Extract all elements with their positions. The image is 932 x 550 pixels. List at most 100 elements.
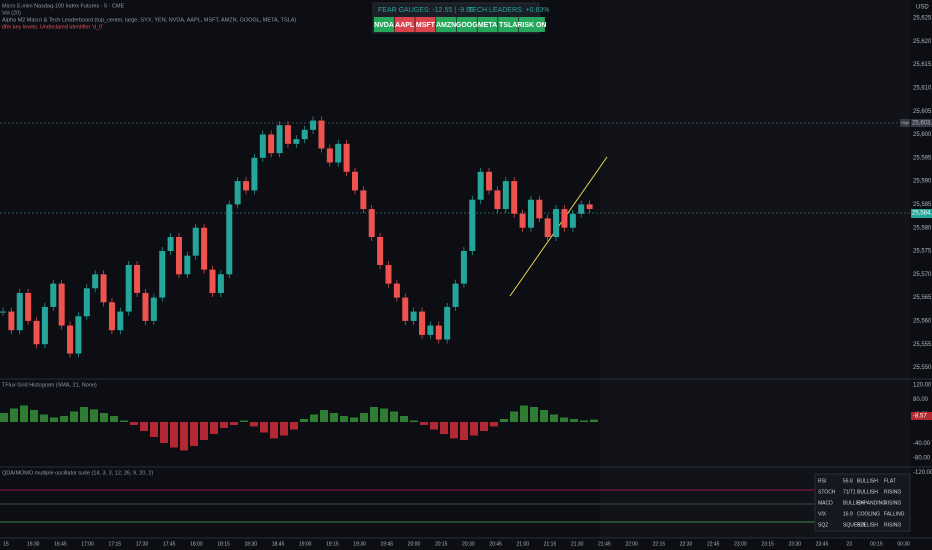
- high-tag-label: High: [901, 120, 909, 125]
- candle-body: [460, 251, 467, 284]
- histogram-bar: [500, 419, 508, 422]
- pane2-axis-label: -120.00: [913, 470, 932, 476]
- candle-body: [100, 274, 107, 303]
- time-label: 15: [3, 541, 9, 547]
- candle-body: [92, 274, 99, 289]
- candle-body: [586, 204, 593, 210]
- ticker-label: TSLA: [499, 22, 517, 29]
- ticker-chip: [498, 17, 519, 32]
- candle-body: [419, 311, 426, 335]
- time-label: 18:30: [245, 541, 258, 547]
- time-label: 19:15: [326, 541, 339, 547]
- time-label: 23:15: [761, 541, 774, 547]
- candle-body: [393, 283, 400, 298]
- histogram-bar: [580, 420, 588, 422]
- status-cell: 71/71: [843, 489, 856, 495]
- status-table: [814, 473, 911, 532]
- candle-body: [251, 157, 258, 191]
- status-cell: FLAT: [884, 478, 896, 484]
- histogram-bar: [130, 422, 138, 425]
- time-label: 18:45: [272, 541, 285, 547]
- pane3-title: QDA/MOMO multiple oscillator suite (14, …: [2, 470, 153, 476]
- high-value: 25,603.75: [912, 121, 932, 127]
- histogram-bar: [100, 413, 108, 422]
- candle-body: [326, 148, 333, 163]
- candle-body: [360, 190, 367, 210]
- candle-body: [318, 120, 325, 149]
- ticker-label: AMZN: [436, 22, 456, 29]
- time-label: 23: [846, 541, 852, 547]
- price-label: 25,575.00: [913, 249, 932, 255]
- time-label: 20:30: [462, 541, 475, 547]
- histogram-bar: [80, 407, 88, 422]
- histogram-bar: [470, 422, 478, 436]
- candle-body: [243, 181, 250, 191]
- time-label: 21:00: [517, 541, 530, 547]
- histogram-bar: [40, 414, 48, 422]
- histogram-bar: [270, 422, 278, 439]
- indicator-label: Alpha M2 Macro & Tech Leaderboard (top_c…: [2, 17, 296, 23]
- histogram-bar: [160, 422, 168, 443]
- last-price-box: [911, 209, 932, 218]
- histogram-bar: [90, 409, 98, 422]
- candle-body: [50, 283, 57, 307]
- time-label: 22:15: [653, 541, 666, 547]
- histogram-bar: [480, 422, 488, 431]
- histogram-bar: [400, 416, 408, 422]
- candle-body: [184, 255, 191, 275]
- candle-body: [402, 297, 409, 321]
- status-cell: SQUEEZE: [843, 522, 868, 528]
- histogram-bar: [380, 408, 388, 422]
- time-label: 17:30: [136, 541, 149, 547]
- histogram-bar: [10, 408, 18, 422]
- candle-body: [125, 264, 132, 312]
- candle-body: [410, 311, 417, 321]
- histogram-bar: [310, 414, 318, 422]
- histogram-bar: [210, 422, 218, 434]
- candle-body: [511, 181, 518, 214]
- status-cell: FALLING: [884, 511, 905, 517]
- price-label: 25,590.00: [913, 179, 932, 185]
- ticker-label: MSFT: [416, 22, 436, 29]
- candle-body: [310, 120, 317, 130]
- histogram-bar: [260, 422, 268, 433]
- histogram-bar: [190, 422, 198, 446]
- histogram-bar: [60, 416, 68, 422]
- ticker-chip: [477, 17, 498, 32]
- histogram-bar: [520, 405, 528, 422]
- histogram-bar: [30, 410, 38, 422]
- status-cell: BULLISH: [857, 478, 878, 484]
- candle-body: [25, 292, 32, 321]
- histogram-bar: [230, 422, 238, 425]
- time-label: 00:30: [897, 541, 910, 547]
- candle-body: [293, 139, 300, 144]
- status-cell: 56.8: [843, 478, 853, 484]
- time-label: 22:30: [680, 541, 693, 547]
- time-label: 20:00: [408, 541, 421, 547]
- time-label: 00:15: [870, 541, 883, 547]
- histogram-bar: [390, 411, 398, 422]
- histogram-bar: [300, 419, 308, 422]
- price-label: 25,570.00: [913, 272, 932, 278]
- time-label: 17:45: [163, 541, 176, 547]
- candle-body: [259, 134, 266, 158]
- ticker-chip: [394, 17, 415, 32]
- histogram-bar: [410, 420, 418, 422]
- time-label: 16:45: [54, 541, 67, 547]
- histogram-bar: [510, 411, 518, 422]
- candle-body: [301, 129, 308, 140]
- histogram-bar: [250, 422, 258, 427]
- candle-body: [486, 171, 493, 191]
- histogram-bar: [290, 422, 298, 430]
- histogram-bar: [320, 410, 328, 422]
- price-label: 25,585.00: [913, 202, 932, 208]
- ticker-chip: [518, 17, 545, 32]
- candle-body: [536, 199, 543, 219]
- status-cell: VIX: [818, 511, 827, 517]
- high-value-box: [911, 119, 932, 127]
- time-label: 23:45: [816, 541, 829, 547]
- candle-body: [75, 316, 82, 354]
- status-cell: RISING: [884, 522, 901, 528]
